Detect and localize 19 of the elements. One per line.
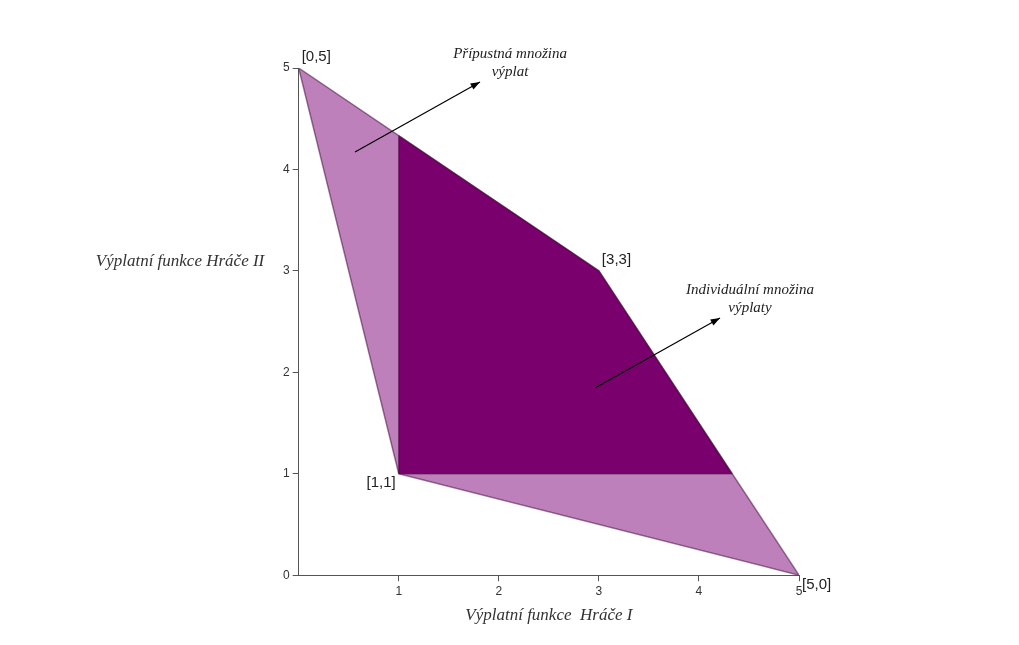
y-tick-label: 5	[282, 60, 290, 75]
annotation: [5,0]	[802, 574, 832, 592]
y-tick-label: 4	[282, 161, 290, 176]
annotation: [1,1]	[366, 473, 396, 491]
x-tick-label: 1	[395, 583, 403, 598]
y-axis-title: Výplatní funkce Hráče II	[95, 251, 266, 271]
x-axis-title: Výplatní funkce Hráče I	[465, 605, 634, 625]
x-tick-label: 5	[795, 583, 803, 598]
x-tick-label: 2	[495, 583, 503, 598]
x-tick-label: 3	[595, 583, 603, 598]
annotation: [3,3]	[601, 249, 632, 267]
x-tick-label: 4	[695, 583, 703, 598]
annotation: [0,5]	[301, 46, 331, 64]
y-tick-label: 1	[282, 466, 290, 481]
y-tick-label: 0	[282, 567, 290, 582]
annotation: Přípustná množina výplat	[452, 45, 567, 79]
annotation: Individuální množina výplaty	[685, 281, 814, 315]
y-tick-label: 3	[282, 263, 290, 278]
y-tick-label: 2	[282, 364, 290, 379]
